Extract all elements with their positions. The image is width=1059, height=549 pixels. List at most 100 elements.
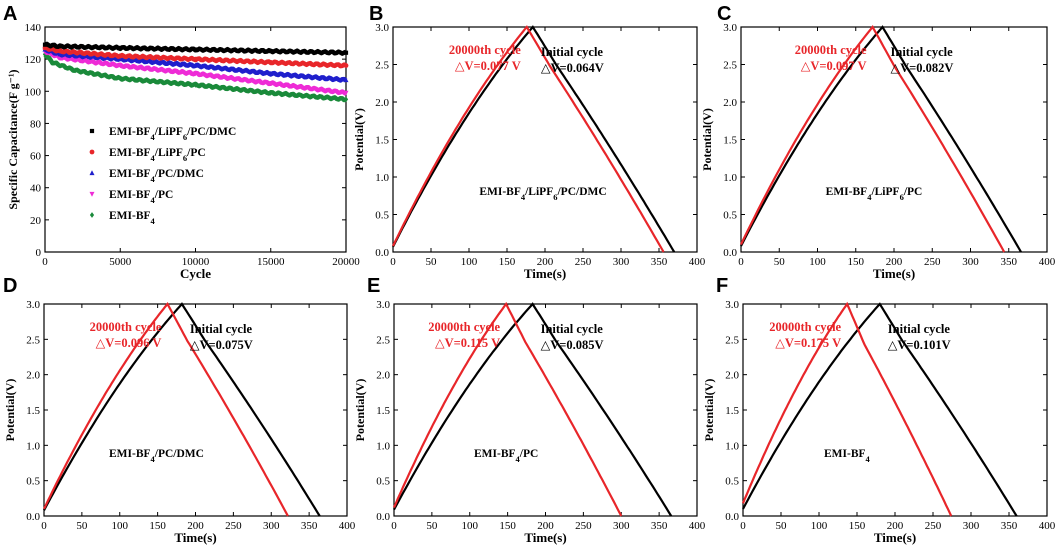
x-tick-label: 0 bbox=[390, 256, 396, 268]
annotation-final-label: 20000th cycle bbox=[449, 43, 521, 57]
annotation-initial-dv: △V=0.075V bbox=[190, 338, 253, 352]
panel-label-C: C bbox=[717, 3, 731, 25]
data-point bbox=[343, 96, 349, 103]
y-tick-label: 0.0 bbox=[26, 511, 40, 523]
y-axis-label: Potential(V) bbox=[353, 379, 367, 442]
annotation-initial-dv: △V=0.064V bbox=[541, 61, 604, 75]
chart-panel-D: D 0 50 100 150 200 250 300 350 400 0.0 0.5 1.0 1.5 2.0… bbox=[3, 275, 356, 545]
data-point bbox=[50, 59, 55, 66]
x-tick-label: 0 bbox=[41, 520, 47, 532]
series-20000th-cycle bbox=[43, 302, 289, 517]
chart-panel-E: E 0 50 100 150 200 250 300 350 400 0.0 0.5 1.0 1.5 2.0… bbox=[353, 275, 706, 545]
x-tick-label: 0 bbox=[42, 256, 48, 268]
annotation-final-dv: △V=0.097 V bbox=[801, 59, 867, 73]
panel-label-F: F bbox=[716, 275, 728, 297]
data-point bbox=[268, 70, 274, 76]
annotation-initial-label: Initial cycle bbox=[888, 322, 951, 336]
x-tick-label: 50 bbox=[426, 256, 438, 268]
text-run: /PC/DMC bbox=[154, 448, 204, 460]
y-tick-label: 2.0 bbox=[375, 97, 389, 109]
y-tick-label: 0.0 bbox=[725, 511, 739, 523]
x-tick-label: 200 bbox=[537, 520, 554, 532]
chart-panel-B: B 0 50 100 150 200 250 300 350 400 0.0 0.5 1.0 1.5 2.0… bbox=[352, 3, 706, 281]
legend-label: EMI-BF4 bbox=[109, 210, 156, 226]
y-tick-label: 1.0 bbox=[26, 440, 40, 452]
x-tick-label: 200 bbox=[886, 256, 903, 268]
legend-marker bbox=[89, 212, 95, 218]
x-tick-label: 50 bbox=[426, 520, 438, 532]
x-tick-label: 150 bbox=[149, 520, 166, 532]
series-20000th-cycle bbox=[741, 301, 953, 517]
subscript: 4 bbox=[867, 192, 872, 202]
subscript: 6 bbox=[183, 132, 187, 142]
data-point bbox=[57, 44, 63, 49]
x-tick-label: 250 bbox=[924, 256, 941, 268]
y-tick-label: 2.5 bbox=[725, 334, 739, 346]
y-axis-label: Potential(V) bbox=[700, 108, 714, 171]
legend-label: EMI-BF4/PC bbox=[109, 189, 173, 205]
data-point bbox=[117, 63, 123, 69]
subscript: 4 bbox=[151, 195, 156, 205]
subscript: 4 bbox=[521, 192, 526, 202]
x-tick-label: 400 bbox=[1039, 520, 1056, 532]
annotation-final-dv: △V=0.115 V bbox=[435, 336, 500, 350]
annotation-initial-label: Initial cycle bbox=[541, 45, 604, 59]
chart-panel-F: F 0 50 100 150 200 250 300 350 400 0.0 0.5 1.0 1.5 2.0… bbox=[702, 275, 1056, 545]
data-point bbox=[117, 53, 123, 59]
x-tick-label: 350 bbox=[1001, 520, 1018, 532]
text-run: /PC bbox=[154, 189, 174, 201]
series-20000th-cycle bbox=[392, 25, 665, 253]
y-tick-label: 0.5 bbox=[375, 210, 389, 222]
subscript: 4 bbox=[151, 216, 156, 226]
y-tick-label: 1.0 bbox=[725, 440, 739, 452]
subscript: 4 bbox=[151, 132, 156, 142]
subscript: 6 bbox=[900, 192, 904, 202]
annotation-initial-label: Initial cycle bbox=[190, 322, 253, 336]
electrolyte-label: EMI-BF4/LiPF6/PC bbox=[826, 186, 923, 202]
electrolyte-label: EMI-BF4/PC bbox=[474, 448, 538, 464]
x-tick-label: 250 bbox=[575, 256, 592, 268]
y-tick-label: 0.0 bbox=[723, 247, 737, 259]
y-tick-label: 140 bbox=[25, 22, 42, 34]
chart-panel-C: C 0 50 100 150 200 250 300 350 400 0.0 0.5 1.0 1.5 2.0… bbox=[700, 3, 1056, 281]
data-point bbox=[193, 62, 198, 68]
text-run: /PC bbox=[186, 147, 206, 159]
annotation-final-dv: △V=0.096 V bbox=[96, 336, 162, 350]
annotation-final-label: 20000th cycle bbox=[90, 320, 162, 334]
data-point bbox=[268, 89, 273, 96]
x-tick-label: 5000 bbox=[109, 256, 132, 268]
subscript: 6 bbox=[183, 153, 187, 163]
legend-label: EMI-BF4/PC/DMC bbox=[109, 168, 204, 184]
data-point bbox=[343, 77, 349, 83]
subscript: 4 bbox=[866, 454, 871, 464]
x-tick-label: 15000 bbox=[257, 256, 285, 268]
text-run: EMI-BF bbox=[109, 126, 151, 138]
data-point bbox=[57, 51, 63, 57]
electrolyte-label: EMI-BF4/LiPF6/PC/DMC bbox=[479, 186, 606, 202]
text-run: EMI-BF bbox=[109, 147, 151, 159]
subscript: 4 bbox=[151, 454, 156, 464]
x-tick-label: 350 bbox=[651, 520, 668, 532]
y-tick-label: 0.0 bbox=[375, 247, 389, 259]
chart-panel-A: A 0 5000 10000 15000 20000 0 20 40 60 80 100 120 140 C… bbox=[3, 3, 360, 281]
x-tick-label: 250 bbox=[575, 520, 592, 532]
series-initial-cycle bbox=[393, 302, 673, 517]
y-tick-label: 100 bbox=[25, 86, 42, 98]
x-axis-label: Time(s) bbox=[174, 530, 216, 545]
annotation-initial-dv: △V=0.082V bbox=[891, 61, 954, 75]
series-20000th-cycle bbox=[740, 25, 1006, 253]
x-tick-label: 150 bbox=[499, 520, 516, 532]
x-tick-label: 100 bbox=[811, 520, 828, 532]
x-tick-label: 100 bbox=[809, 256, 826, 268]
y-tick-label: 0.5 bbox=[725, 476, 739, 488]
y-tick-label: 3.0 bbox=[375, 22, 389, 34]
data-point bbox=[193, 71, 198, 77]
text-run: /PC bbox=[903, 186, 923, 198]
text-run: /LiPF bbox=[154, 126, 183, 138]
y-tick-label: 2.5 bbox=[723, 60, 737, 72]
data-point bbox=[268, 81, 274, 86]
data-point bbox=[118, 45, 123, 50]
text-run: EMI-BF bbox=[826, 186, 868, 198]
y-tick-label: 2.0 bbox=[26, 370, 40, 382]
